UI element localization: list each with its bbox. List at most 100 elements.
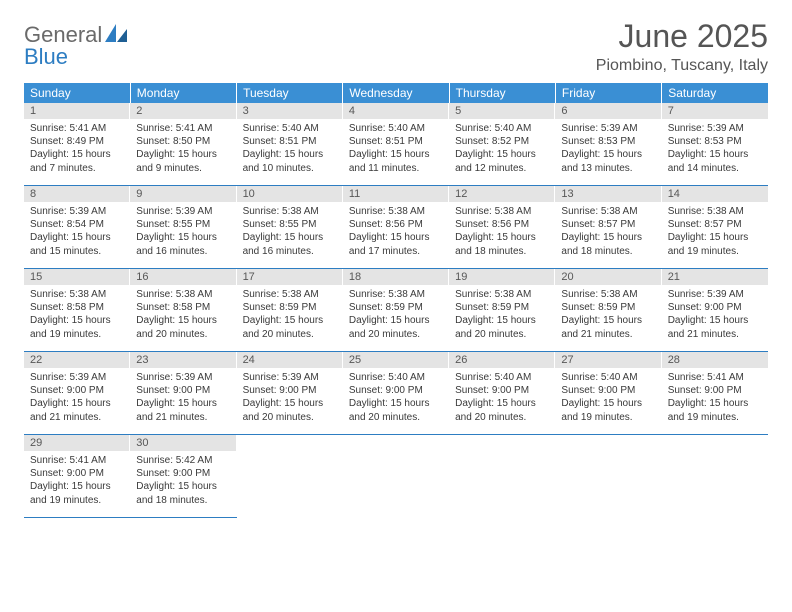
day-details: Sunrise: 5:39 AMSunset: 9:00 PMDaylight:… <box>130 368 236 428</box>
day-details: Sunrise: 5:40 AMSunset: 8:51 PMDaylight:… <box>343 119 449 179</box>
day-number: 20 <box>555 269 661 285</box>
day-details: Sunrise: 5:41 AMSunset: 9:00 PMDaylight:… <box>662 368 768 428</box>
day-details: Sunrise: 5:38 AMSunset: 8:58 PMDaylight:… <box>130 285 236 345</box>
day-number: 9 <box>130 186 236 202</box>
calendar-day-cell: 3Sunrise: 5:40 AMSunset: 8:51 PMDaylight… <box>237 103 343 186</box>
day-number: 23 <box>130 352 236 368</box>
day-details: Sunrise: 5:40 AMSunset: 8:51 PMDaylight:… <box>237 119 343 179</box>
location-subtitle: Piombino, Tuscany, Italy <box>596 57 768 75</box>
day-number: 11 <box>343 186 449 202</box>
calendar-week-row: 8Sunrise: 5:39 AMSunset: 8:54 PMDaylight… <box>24 186 768 269</box>
calendar-week-row: 29Sunrise: 5:41 AMSunset: 9:00 PMDayligh… <box>24 435 768 518</box>
calendar-day-cell: 5Sunrise: 5:40 AMSunset: 8:52 PMDaylight… <box>449 103 555 186</box>
day-details: Sunrise: 5:38 AMSunset: 8:59 PMDaylight:… <box>449 285 555 345</box>
logo: General Blue <box>24 24 127 68</box>
calendar-day-cell: 10Sunrise: 5:38 AMSunset: 8:55 PMDayligh… <box>237 186 343 269</box>
day-number: 5 <box>449 103 555 119</box>
day-details: Sunrise: 5:39 AMSunset: 9:00 PMDaylight:… <box>662 285 768 345</box>
day-number: 15 <box>24 269 130 285</box>
calendar-empty-cell <box>237 435 343 518</box>
weekday-header: Saturday <box>662 83 768 103</box>
day-number: 21 <box>662 269 768 285</box>
calendar-day-cell: 19Sunrise: 5:38 AMSunset: 8:59 PMDayligh… <box>449 269 555 352</box>
day-details: Sunrise: 5:40 AMSunset: 9:00 PMDaylight:… <box>555 368 661 428</box>
calendar-day-cell: 16Sunrise: 5:38 AMSunset: 8:58 PMDayligh… <box>130 269 236 352</box>
day-details: Sunrise: 5:40 AMSunset: 9:00 PMDaylight:… <box>343 368 449 428</box>
day-number: 19 <box>449 269 555 285</box>
weekday-header: Friday <box>555 83 661 103</box>
calendar-day-cell: 24Sunrise: 5:39 AMSunset: 9:00 PMDayligh… <box>237 352 343 435</box>
page-title: June 2025 <box>596 18 768 55</box>
day-details: Sunrise: 5:39 AMSunset: 8:53 PMDaylight:… <box>555 119 661 179</box>
calendar-week-row: 1Sunrise: 5:41 AMSunset: 8:49 PMDaylight… <box>24 103 768 186</box>
calendar-day-cell: 13Sunrise: 5:38 AMSunset: 8:57 PMDayligh… <box>555 186 661 269</box>
weekday-header: Tuesday <box>237 83 343 103</box>
day-number: 25 <box>343 352 449 368</box>
day-number: 10 <box>237 186 343 202</box>
weekday-header: Thursday <box>449 83 555 103</box>
logo-text-blue: Blue <box>24 44 68 69</box>
calendar-day-cell: 6Sunrise: 5:39 AMSunset: 8:53 PMDaylight… <box>555 103 661 186</box>
logo-sail-icon <box>105 24 127 42</box>
calendar-day-cell: 15Sunrise: 5:38 AMSunset: 8:58 PMDayligh… <box>24 269 130 352</box>
day-number: 4 <box>343 103 449 119</box>
day-details: Sunrise: 5:39 AMSunset: 9:00 PMDaylight:… <box>24 368 130 428</box>
day-details: Sunrise: 5:38 AMSunset: 8:59 PMDaylight:… <box>343 285 449 345</box>
day-number: 1 <box>24 103 130 119</box>
calendar-day-cell: 11Sunrise: 5:38 AMSunset: 8:56 PMDayligh… <box>343 186 449 269</box>
calendar-day-cell: 29Sunrise: 5:41 AMSunset: 9:00 PMDayligh… <box>24 435 130 518</box>
day-number: 17 <box>237 269 343 285</box>
day-details: Sunrise: 5:42 AMSunset: 9:00 PMDaylight:… <box>130 451 236 511</box>
day-details: Sunrise: 5:38 AMSunset: 8:57 PMDaylight:… <box>555 202 661 262</box>
day-number: 2 <box>130 103 236 119</box>
calendar-day-cell: 12Sunrise: 5:38 AMSunset: 8:56 PMDayligh… <box>449 186 555 269</box>
calendar-empty-cell <box>343 435 449 518</box>
day-number: 22 <box>24 352 130 368</box>
day-details: Sunrise: 5:39 AMSunset: 8:55 PMDaylight:… <box>130 202 236 262</box>
weekday-header: Monday <box>130 83 236 103</box>
day-number: 8 <box>24 186 130 202</box>
day-details: Sunrise: 5:38 AMSunset: 8:59 PMDaylight:… <box>237 285 343 345</box>
calendar-day-cell: 28Sunrise: 5:41 AMSunset: 9:00 PMDayligh… <box>662 352 768 435</box>
calendar-day-cell: 21Sunrise: 5:39 AMSunset: 9:00 PMDayligh… <box>662 269 768 352</box>
calendar-empty-cell <box>662 435 768 518</box>
day-number: 29 <box>24 435 130 451</box>
day-number: 13 <box>555 186 661 202</box>
day-details: Sunrise: 5:38 AMSunset: 8:59 PMDaylight:… <box>555 285 661 345</box>
calendar-day-cell: 26Sunrise: 5:40 AMSunset: 9:00 PMDayligh… <box>449 352 555 435</box>
day-details: Sunrise: 5:40 AMSunset: 9:00 PMDaylight:… <box>449 368 555 428</box>
calendar-empty-cell <box>449 435 555 518</box>
day-details: Sunrise: 5:41 AMSunset: 8:50 PMDaylight:… <box>130 119 236 179</box>
day-details: Sunrise: 5:38 AMSunset: 8:55 PMDaylight:… <box>237 202 343 262</box>
calendar-day-cell: 22Sunrise: 5:39 AMSunset: 9:00 PMDayligh… <box>24 352 130 435</box>
day-number: 28 <box>662 352 768 368</box>
calendar-table: Sunday Monday Tuesday Wednesday Thursday… <box>24 83 768 518</box>
day-details: Sunrise: 5:39 AMSunset: 8:53 PMDaylight:… <box>662 119 768 179</box>
calendar-day-cell: 14Sunrise: 5:38 AMSunset: 8:57 PMDayligh… <box>662 186 768 269</box>
calendar-day-cell: 8Sunrise: 5:39 AMSunset: 8:54 PMDaylight… <box>24 186 130 269</box>
weekday-header: Sunday <box>24 83 130 103</box>
day-number: 6 <box>555 103 661 119</box>
day-details: Sunrise: 5:41 AMSunset: 8:49 PMDaylight:… <box>24 119 130 179</box>
calendar-day-cell: 2Sunrise: 5:41 AMSunset: 8:50 PMDaylight… <box>130 103 236 186</box>
calendar-week-row: 15Sunrise: 5:38 AMSunset: 8:58 PMDayligh… <box>24 269 768 352</box>
calendar-day-cell: 18Sunrise: 5:38 AMSunset: 8:59 PMDayligh… <box>343 269 449 352</box>
day-details: Sunrise: 5:38 AMSunset: 8:56 PMDaylight:… <box>449 202 555 262</box>
calendar-day-cell: 4Sunrise: 5:40 AMSunset: 8:51 PMDaylight… <box>343 103 449 186</box>
calendar-empty-cell <box>555 435 661 518</box>
calendar-week-row: 22Sunrise: 5:39 AMSunset: 9:00 PMDayligh… <box>24 352 768 435</box>
day-number: 18 <box>343 269 449 285</box>
day-details: Sunrise: 5:40 AMSunset: 8:52 PMDaylight:… <box>449 119 555 179</box>
day-number: 14 <box>662 186 768 202</box>
day-details: Sunrise: 5:39 AMSunset: 8:54 PMDaylight:… <box>24 202 130 262</box>
day-number: 27 <box>555 352 661 368</box>
calendar-day-cell: 9Sunrise: 5:39 AMSunset: 8:55 PMDaylight… <box>130 186 236 269</box>
day-details: Sunrise: 5:38 AMSunset: 8:56 PMDaylight:… <box>343 202 449 262</box>
day-number: 12 <box>449 186 555 202</box>
calendar-day-cell: 20Sunrise: 5:38 AMSunset: 8:59 PMDayligh… <box>555 269 661 352</box>
calendar-day-cell: 23Sunrise: 5:39 AMSunset: 9:00 PMDayligh… <box>130 352 236 435</box>
calendar-day-cell: 17Sunrise: 5:38 AMSunset: 8:59 PMDayligh… <box>237 269 343 352</box>
calendar-day-cell: 1Sunrise: 5:41 AMSunset: 8:49 PMDaylight… <box>24 103 130 186</box>
day-details: Sunrise: 5:39 AMSunset: 9:00 PMDaylight:… <box>237 368 343 428</box>
weekday-header-row: Sunday Monday Tuesday Wednesday Thursday… <box>24 83 768 103</box>
